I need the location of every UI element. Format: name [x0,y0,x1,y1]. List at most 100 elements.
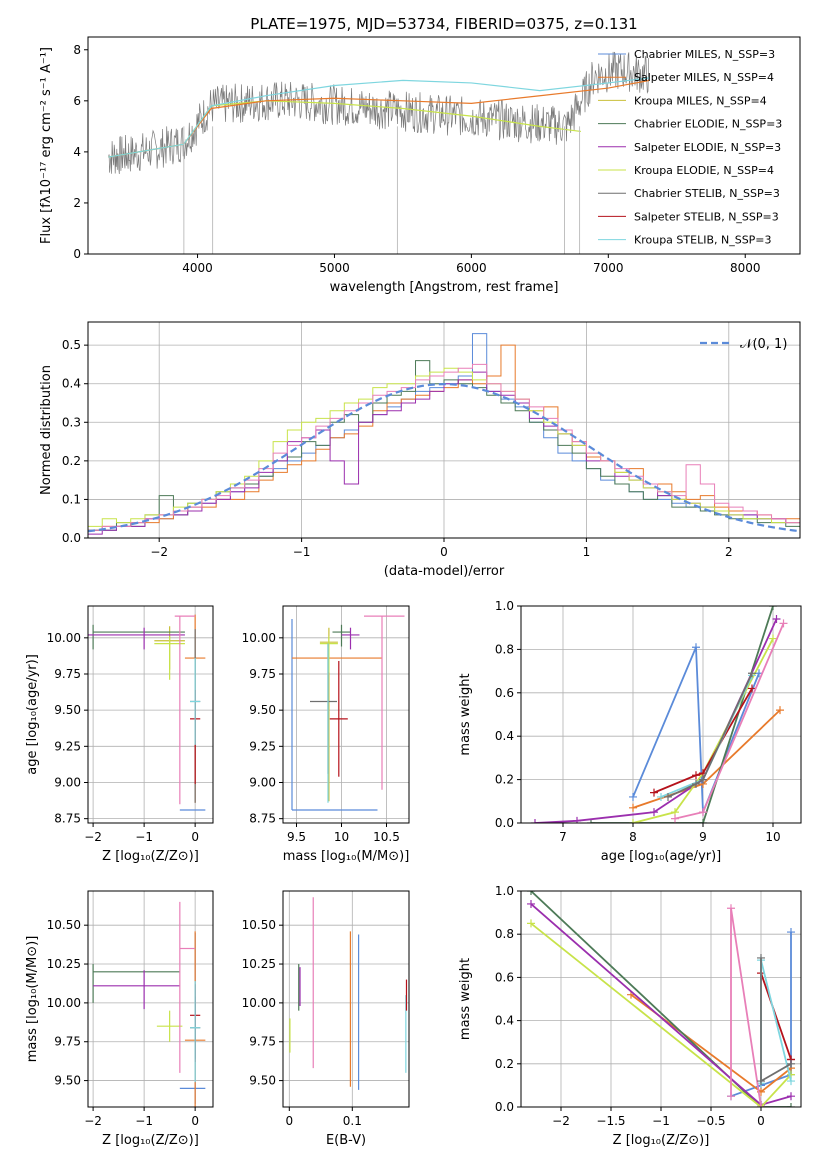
panel-residuals: 𝒩(0, 1) −2 −1 0 1 2 0.0 0.1 0.2 0.3 0.4 0.5 (data-mo… [39,321,801,579]
panel-mass-vs-z: −2 −1 0 9.50 9.75 10.00 10.25 10.50 Z [log₁₀(Z/Z… [25,890,214,1148]
y-tick-label: 0.1 [62,492,81,506]
axes-frame [520,605,802,824]
axes-frame [282,605,410,824]
y-tick-label: 10.00 [242,996,276,1010]
series-marker [692,779,700,788]
x-axis-label: E(B-V) [326,1133,366,1148]
y-tick-label: 6 [73,94,81,108]
y-tick-label: 2 [73,196,81,210]
y-tick-label: 8 [73,43,81,57]
series-line [530,891,791,1107]
x-axis-label: mass [log₁₀(M/M⊙)] [283,849,410,864]
series-marker [531,819,539,823]
series-marker [787,1103,795,1107]
plot-area [108,51,650,254]
x-tick-label: −1 [135,830,153,844]
y-tick-label: 9.75 [54,1035,81,1049]
series-marker [629,792,637,801]
series-marker [527,919,535,928]
y-axis-label: Flux [fλ10⁻¹⁷ erg cm⁻² s⁻¹ A⁻¹] [39,47,54,244]
panel-weight-vs-z: −2 −1.5 −1 −0.5 0 0.0 0.2 0.4 0.6 0.8 1.0 Z [log₁₀(… [458,884,802,1148]
plot-area [92,901,206,1107]
normal-curve [88,383,800,533]
series-marker [757,1103,765,1107]
series-line [530,922,792,1107]
y-tick-label: 9.75 [54,667,81,681]
x-tick-label: −2 [84,830,102,844]
legend-label: Salpeter MILES, N_SSP=4 [634,71,774,84]
y-tick-label: 9.50 [54,1074,81,1088]
y-tick-label: 1.0 [495,599,514,613]
legend-label: Chabrier ELODIE, N_SSP=3 [634,118,782,131]
axes-frame [87,890,214,1108]
x-tick-label: 7000 [593,261,624,275]
panel-age-vs-mass: 9.5 10 10.5 8.75 9.00 9.25 9.50 9.75 10.00 mass [… [242,605,410,864]
y-tick-label: 0.2 [62,454,81,468]
legend-label: Kroupa ELODIE, N_SSP=4 [634,164,774,177]
y-tick-label: 10.25 [47,957,81,971]
series-marker [527,899,535,908]
y-axis-label: Normed distribution [39,365,54,495]
y-tick-label: 0.2 [495,773,514,787]
x-tick-label: 8000 [730,261,761,275]
series-marker [699,819,707,823]
x-tick-label: −1 [652,1114,670,1128]
y-tick-label: 0.8 [495,642,514,656]
series-marker [629,803,637,812]
series-marker [650,808,658,817]
spectrum-model-curve [108,77,650,158]
series-marker [671,814,679,823]
series-marker [748,669,756,678]
x-tick-label: 0 [191,830,199,844]
series-marker [699,775,707,784]
y-axis-label: mass weight [458,958,473,1040]
y-tick-label: 9.25 [249,739,276,753]
x-tick-label: 4000 [182,261,213,275]
y-tick-label: 9.00 [54,775,81,789]
y-tick-label: 8.75 [249,812,276,826]
y-tick-label: 0.0 [495,1100,514,1114]
x-tick-label: −1 [135,1114,153,1128]
series-marker [787,1077,795,1086]
series-marker [787,1059,795,1068]
plot-area [291,615,405,811]
plot-area [88,614,206,811]
x-tick-label: 6000 [456,261,487,275]
y-tick-label: 10.25 [242,957,276,971]
series-marker [573,816,581,823]
y-tick-label: 9.75 [249,1035,276,1049]
plot-area [88,333,800,538]
spectrum-data-trace [108,51,650,175]
series-line [632,646,760,813]
legend-label: Kroupa MILES, N_SSP=4 [634,94,767,107]
legend-label: Salpeter ELODIE, N_SSP=3 [634,141,781,154]
y-tick-label: 9.50 [54,703,81,717]
x-axis-label: Z [log₁₀(Z/Z⊙)] [613,1133,710,1148]
y-tick-label: 0 [73,247,81,261]
y-tick-label: 4 [73,145,81,159]
series-marker [657,792,665,801]
y-tick-label: 0.2 [495,1057,514,1071]
y-tick-label: 10.50 [47,918,81,932]
series-marker [757,953,765,962]
x-tick-label: −2 [552,1114,570,1128]
figure-title: PLATE=1975, MJD=53734, FIBERID=0375, z=0… [250,15,637,33]
legend-label: Salpeter STELIB, N_SSP=3 [634,210,779,223]
panel-age-vs-z: −2 −1 0 8.75 9.00 9.25 9.50 9.75 10.00 Z [log₁₀(Z… [25,605,214,864]
legend-label: 𝒩(0, 1) [740,337,787,352]
y-tick-label: 0.5 [62,338,81,352]
axes-frame [87,36,801,255]
y-tick-label: 0.0 [495,816,514,830]
x-tick-label: 9.5 [287,830,306,844]
x-tick-label: 0 [757,1114,765,1128]
plot-area [527,891,795,1107]
series-marker [748,684,756,693]
series-marker [692,643,700,652]
x-tick-label: 10 [765,830,780,844]
plot-area [531,606,788,823]
series-line [730,908,762,1107]
y-tick-label: 8.75 [54,812,81,826]
y-tick-label: 9.75 [249,667,276,681]
x-tick-label: −2 [150,545,168,559]
y-tick-label: 9.50 [249,1074,276,1088]
